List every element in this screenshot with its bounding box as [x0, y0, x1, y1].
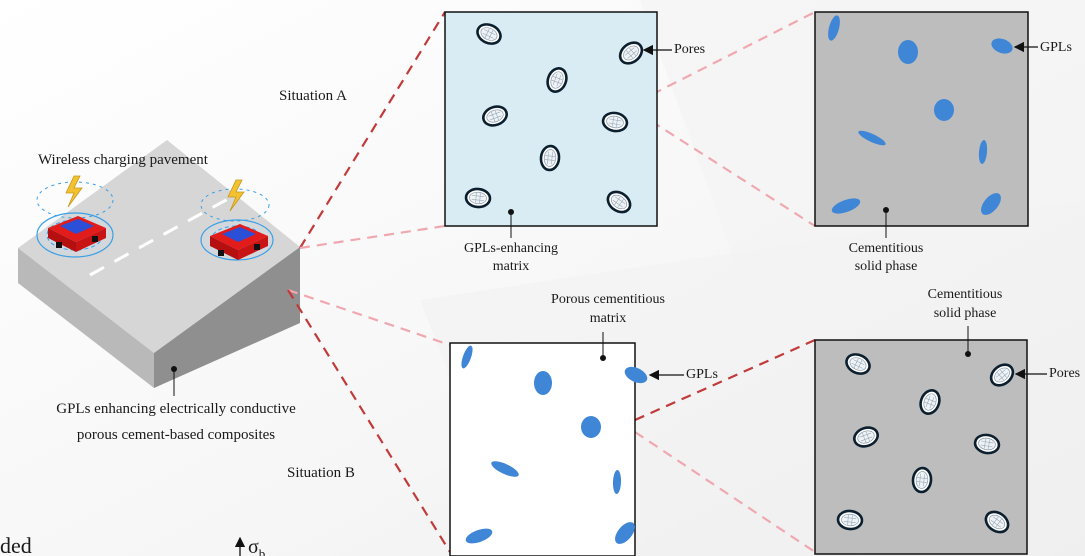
- phase-label-a-line2: solid phase: [854, 259, 918, 274]
- sigma-label: σb: [248, 536, 265, 556]
- matrix-label-a-line1: GPLs-enhancing: [463, 241, 559, 256]
- gpl-flake: [461, 345, 473, 369]
- sigma-symbol: σ: [248, 536, 259, 556]
- gpl-flake: [581, 416, 601, 438]
- zoom-line: [636, 111, 816, 227]
- sigma-subscript: b: [258, 546, 266, 556]
- panel-a2-solid: [814, 11, 1038, 238]
- matrix-label-b-line2: matrix: [589, 311, 627, 326]
- gpl-flake: [934, 99, 954, 121]
- phase-label-a-line1: Cementitious: [848, 241, 924, 256]
- situation-a-title: Situation A: [279, 88, 347, 104]
- lightning-icon: [65, 175, 83, 208]
- gpl-flake: [615, 522, 635, 544]
- pore: [835, 508, 865, 532]
- panel-b2-solid: [814, 326, 1047, 555]
- situation-b-title: Situation B: [287, 465, 355, 481]
- pore: [538, 143, 562, 173]
- gpl-flake: [981, 193, 1001, 215]
- gpl-flake: [828, 15, 840, 41]
- zoom-line: [287, 289, 451, 553]
- composite-label-line2: porous cement-based composites: [76, 427, 276, 443]
- cropped-text-fragment: ded: [0, 533, 32, 556]
- lightning-icon: [227, 179, 245, 212]
- gpl-flake: [612, 470, 622, 494]
- gpl-flake: [831, 198, 861, 214]
- gpl-flake: [858, 130, 886, 146]
- gpls-callout-b: GPLs: [686, 367, 718, 382]
- gpls-callout-a: GPLs: [1040, 40, 1072, 55]
- matrix-label-a-line2: matrix: [492, 259, 530, 274]
- pores-callout-b: Pores: [1049, 366, 1081, 381]
- zoom-line: [299, 224, 446, 250]
- gpl-flake: [991, 38, 1013, 54]
- panel-b1-matrix: [449, 332, 684, 556]
- zoom-line: [299, 11, 446, 249]
- matrix-label-b-line1: Porous cementitious: [551, 292, 665, 307]
- gpl-flake: [624, 366, 648, 384]
- zoom-line: [287, 288, 451, 347]
- pavement-label: Wireless charging pavement: [38, 152, 208, 168]
- slab-left-face: [18, 248, 154, 388]
- gpl-flake: [491, 461, 519, 477]
- gpl-flake: [978, 140, 988, 164]
- zoom-line: [634, 431, 816, 553]
- phase-label-b-line2: solid phase: [933, 306, 997, 321]
- composite-label-line1: GPLs enhancing electrically conductive: [56, 401, 296, 417]
- pores-callout-a: Pores: [674, 42, 706, 57]
- car-icon: [210, 224, 268, 260]
- gpl-flake: [465, 528, 493, 544]
- pore: [463, 186, 493, 210]
- panel-a1-matrix: [444, 11, 672, 238]
- gpl-flake: [898, 40, 918, 64]
- slab-front-face: [154, 247, 300, 388]
- gpl-flake: [534, 371, 552, 395]
- phase-label-b-line1: Cementitious: [927, 287, 1003, 302]
- pore: [910, 465, 934, 495]
- car-icon: [48, 216, 106, 252]
